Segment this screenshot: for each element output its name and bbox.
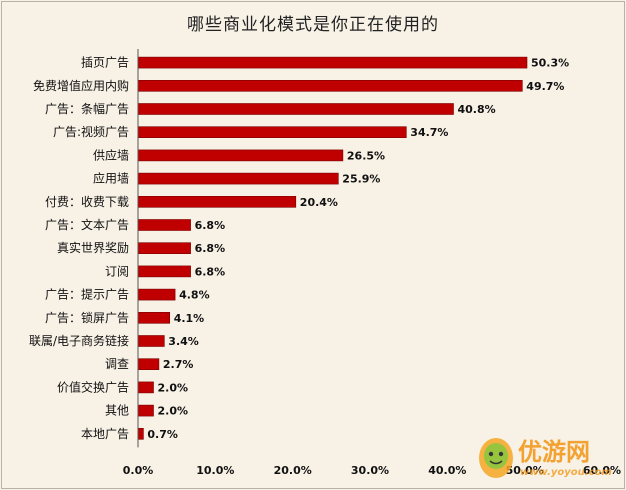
bar (137, 427, 144, 440)
category-label: 真实世界奖励 (57, 240, 129, 255)
category-label: 价值交换广告 (57, 379, 129, 394)
category-label: 本地广告 (81, 427, 129, 441)
x-tick-label: 50.0% (506, 464, 544, 477)
value-label: 4.1% (174, 312, 205, 325)
category-label: 广告：文本广告 (45, 217, 129, 232)
bar (137, 288, 176, 301)
category-label: 调查 (105, 357, 129, 371)
value-label: 6.8% (195, 219, 226, 232)
bar (137, 219, 191, 231)
value-label: 2.0% (158, 405, 189, 418)
bar (137, 103, 454, 115)
bar (137, 311, 171, 324)
x-tick-label: 60.0% (583, 464, 621, 477)
value-label: 34.7% (410, 126, 448, 139)
bar (137, 56, 528, 69)
bar (137, 381, 154, 394)
value-label: 26.5% (347, 149, 385, 162)
value-label: 49.7% (526, 80, 564, 93)
x-axis: 0.0% 10.0% 20.0% 30.0% 40.0% 50.0% 60.0% (123, 49, 621, 477)
watermark-logo: 优游网 www.yoyou.com (470, 428, 620, 484)
watermark-url: www.yoyou.com (520, 467, 612, 478)
bar (137, 172, 339, 185)
value-label: 25.9% (342, 173, 380, 186)
bars-group (137, 56, 528, 440)
x-tick-label: 10.0% (196, 464, 234, 477)
category-label: 广告：锁屏广告 (45, 310, 129, 325)
value-label: 6.8% (195, 265, 226, 278)
value-label: 4.8% (179, 289, 210, 302)
category-label: 订阅 (105, 264, 129, 278)
value-label: 0.7% (147, 428, 178, 441)
bar (137, 358, 160, 371)
watermark-logo-text: 优游网 (518, 438, 590, 466)
bar (137, 126, 407, 138)
category-label: 联属/电子商务链接 (29, 333, 129, 348)
value-labels-group: 50.3% 49.7% 40.8% 34.7% 26.5% 25.9% 20.4% 6.8% 6… (147, 57, 569, 441)
x-tick-label: 0.0% (123, 464, 154, 477)
category-label: 插页广告 (81, 56, 129, 70)
category-label: 供应墙 (93, 147, 129, 162)
x-tick-label: 20.0% (274, 464, 312, 477)
bar (137, 196, 297, 208)
category-label: 广告:视频广告 (53, 124, 129, 139)
value-label: 6.8% (195, 242, 226, 255)
category-labels-group: 插页广告免费增值应用内购广告：条幅广告广告:视频广告供应墙应用墙付费：收费下载广… (29, 56, 129, 441)
bar (137, 242, 191, 254)
value-label: 40.8% (458, 103, 496, 116)
bar (137, 80, 523, 92)
bar (137, 404, 154, 417)
value-label: 3.4% (168, 335, 199, 348)
value-label: 20.4% (300, 196, 338, 209)
value-label: 50.3% (531, 57, 569, 70)
bar (137, 265, 191, 278)
x-tick-label: 40.0% (428, 464, 466, 477)
value-label: 2.0% (158, 381, 189, 394)
bar (137, 335, 165, 347)
bar (137, 149, 344, 162)
category-label: 免费增值应用内购 (33, 78, 129, 93)
category-label: 其他 (105, 404, 129, 418)
chart-title: 哪些商业化模式是你正在使用的 (187, 15, 439, 35)
mascot-icon (479, 438, 513, 478)
category-label: 广告：条幅广告 (45, 101, 129, 116)
category-label: 付费：收费下载 (45, 195, 129, 209)
x-tick-label: 30.0% (351, 464, 389, 477)
category-label: 广告：提示广告 (45, 287, 129, 302)
value-label: 2.7% (163, 358, 194, 371)
category-label: 应用墙 (93, 171, 129, 186)
